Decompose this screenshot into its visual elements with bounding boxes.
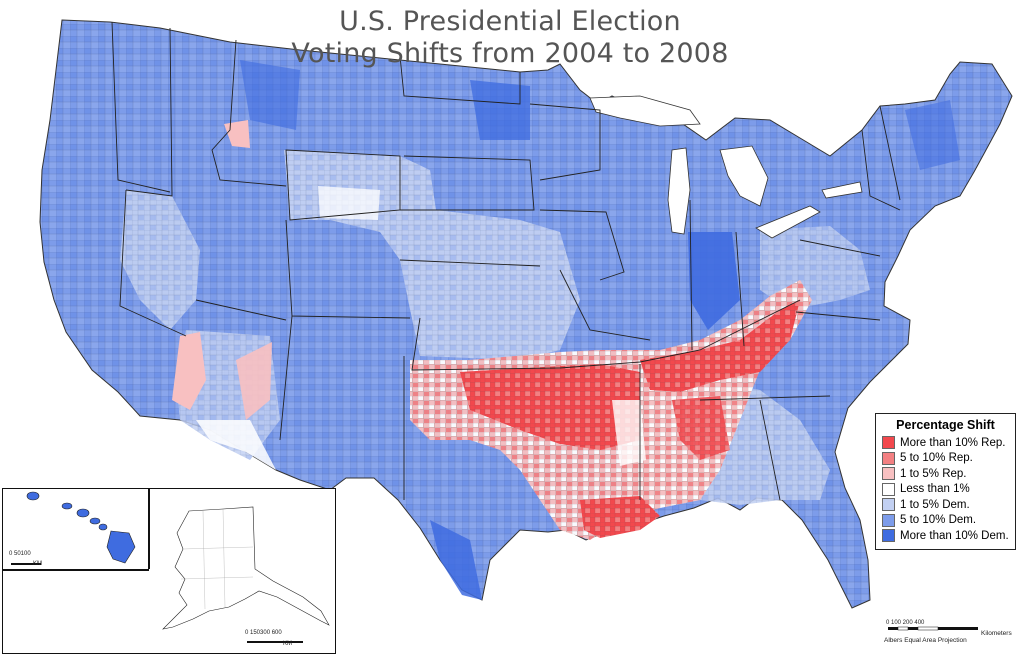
inset-divider-h xyxy=(3,569,149,571)
light-region-nevada xyxy=(120,190,200,330)
legend-swatch-rep-1-5 xyxy=(882,467,895,481)
main-scale-label: 0 100 200 400 xyxy=(886,620,925,626)
red-region-oklahoma-arkansas xyxy=(460,364,640,450)
alaska-scale-bar xyxy=(247,641,303,643)
map-title-line2: Voting Shifts from 2004 to 2008 xyxy=(291,38,729,69)
legend-item: 5 to 10% Rep. xyxy=(882,451,1009,467)
state-borders xyxy=(111,21,901,501)
projection-note: Albers Equal Area Projection xyxy=(884,637,967,644)
legend-label: 1 to 5% Rep. xyxy=(900,467,967,480)
legend-item: Less than 1% xyxy=(882,482,1009,498)
red-region-alabama xyxy=(672,396,730,460)
legend-swatch-rep-10 xyxy=(882,436,895,450)
legend-item: More than 10% Rep. xyxy=(882,435,1009,451)
legend-item: 5 to 10% Dem. xyxy=(882,513,1009,529)
main-scale-unit: Kilometers xyxy=(981,630,1012,637)
legend-item: More than 10% Dem. xyxy=(882,528,1009,544)
alaska-hawaii-inset: 0 50100 KM 0 150300 600 KM xyxy=(2,488,336,654)
lake-erie xyxy=(755,205,821,239)
legend-swatch-rep-5-10 xyxy=(882,451,895,465)
lake-huron xyxy=(719,145,769,207)
hawaii-scale-bar xyxy=(11,563,41,565)
legend-swatch-dem-1-5 xyxy=(882,498,895,512)
inset-divider xyxy=(148,489,150,569)
white-region-arizona-south xyxy=(196,420,276,470)
white-region-mississippi xyxy=(612,400,646,466)
red-region-louisiana xyxy=(580,496,660,538)
hawaii xyxy=(26,491,136,564)
legend-label: 5 to 10% Dem. xyxy=(900,514,977,527)
legend-swatch-neutral xyxy=(882,482,895,496)
dark-region-texas-south xyxy=(430,520,482,600)
hawaii-scale-label: 0 50100 xyxy=(9,551,31,557)
lake-ontario xyxy=(821,181,863,199)
alaska-scale-unit: KM xyxy=(283,641,292,647)
alaska-scale-label: 0 150300 600 xyxy=(245,630,282,636)
lake-michigan xyxy=(667,147,691,235)
pink-region-arizona xyxy=(172,332,206,410)
hawaii-scale-unit: KM xyxy=(33,561,42,567)
red-region-tennessee xyxy=(640,300,800,392)
legend-swatch-dem-5-10 xyxy=(882,513,895,527)
legend-label: More than 10% Rep. xyxy=(900,436,1006,449)
dark-region-northdakota xyxy=(470,80,530,140)
white-region-wyoming xyxy=(318,186,380,220)
legend-label: More than 10% Dem. xyxy=(900,529,1009,542)
alaska xyxy=(162,506,330,630)
pink-region-arizona-east xyxy=(236,342,272,420)
legend: Percentage Shift More than 10% Rep. 5 to… xyxy=(875,413,1016,550)
dark-region-indiana xyxy=(688,232,740,330)
legend-label: 5 to 10% Rep. xyxy=(900,452,973,465)
map-title-line1: U.S. Presidential Election xyxy=(339,6,681,37)
legend-item: 1 to 5% Dem. xyxy=(882,497,1009,513)
dark-region-newengland xyxy=(905,100,960,170)
inset-shapes xyxy=(26,491,330,630)
dark-region-montana xyxy=(240,60,300,130)
legend-item: 1 to 5% Rep. xyxy=(882,466,1009,482)
legend-title: Percentage Shift xyxy=(896,418,995,432)
legend-swatch-dem-10 xyxy=(882,529,895,543)
legend-label: Less than 1% xyxy=(900,483,970,496)
legend-label: 1 to 5% Dem. xyxy=(900,498,970,511)
